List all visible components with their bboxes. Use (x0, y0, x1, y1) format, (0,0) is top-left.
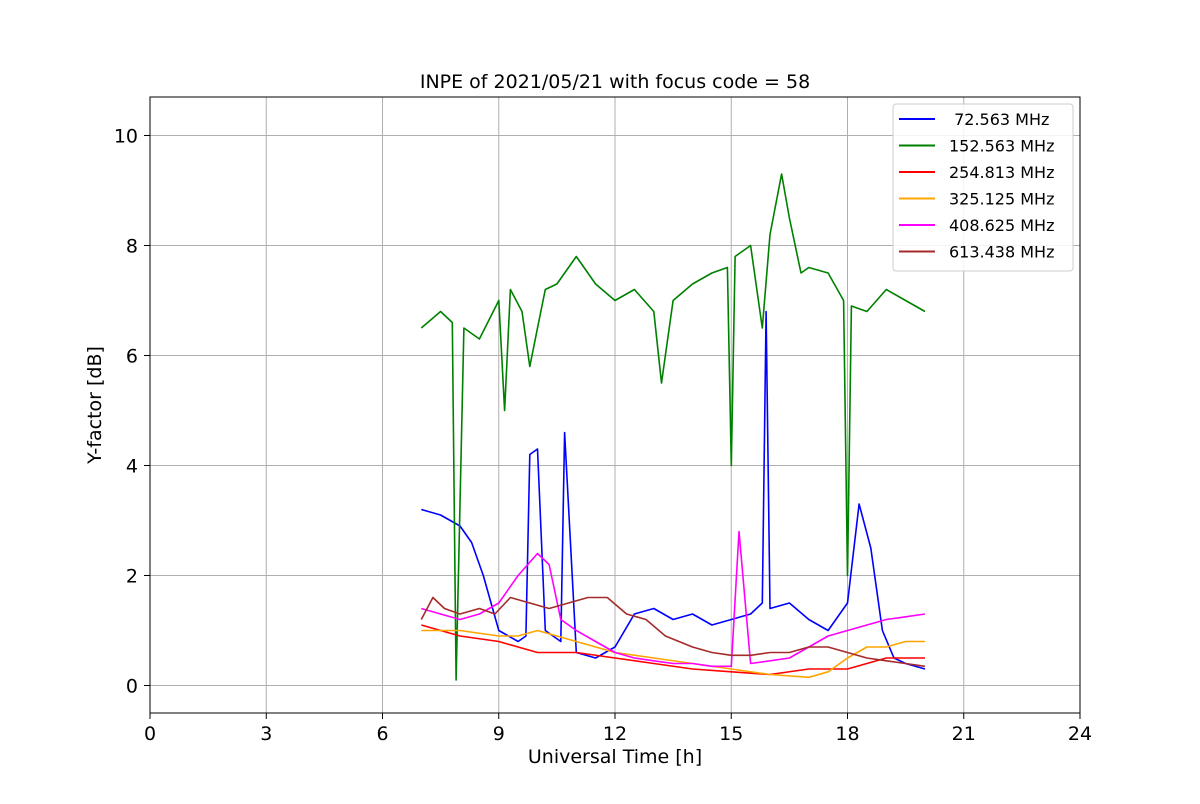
y-tick-label: 8 (126, 236, 138, 258)
legend: 72.563 MHz 152.563 MHz 254.813 MHz 325.125 … (892, 103, 1074, 272)
y-tick-label: 2 (126, 566, 138, 588)
legend-box (892, 103, 1074, 272)
series-line-3 (421, 629, 925, 679)
legend-label-0: 72.563 MHz (949, 110, 1049, 129)
series-line-4 (421, 530, 926, 668)
legend-label-4: 408.625 MHz (949, 216, 1054, 235)
y-tick-label: 4 (126, 456, 138, 478)
legend-label-3: 325.125 MHz (949, 190, 1054, 209)
series-line-0 (421, 310, 926, 670)
x-tick-label: 15 (719, 723, 743, 745)
x-tick-label: 9 (493, 723, 505, 745)
series-line-1 (420, 173, 926, 681)
x-tick-label: 0 (144, 723, 156, 745)
y-axis-label: Y-factor [dB] (84, 346, 106, 465)
x-tick-label: 6 (376, 723, 388, 745)
x-tick-label: 18 (835, 723, 859, 745)
series-layer (420, 173, 926, 681)
x-tick-label: 12 (603, 723, 627, 745)
y-tick-label: 6 (126, 346, 138, 368)
legend-label-2: 254.813 MHz (949, 163, 1054, 182)
y-tick-label: 10 (114, 126, 138, 148)
x-axis-label: Universal Time [h] (528, 746, 702, 768)
x-tick-label: 21 (952, 723, 976, 745)
legend-label-1: 152.563 MHz (949, 137, 1054, 156)
y-tick-label: 0 (126, 676, 138, 698)
chart-title: INPE of 2021/05/21 with focus code = 58 (420, 71, 810, 93)
x-tick-label: 24 (1068, 723, 1092, 745)
legend-label-5: 613.438 MHz (949, 243, 1054, 262)
series-line-2 (421, 624, 925, 676)
series-line-5 (420, 596, 926, 668)
x-tick-label: 3 (260, 723, 272, 745)
